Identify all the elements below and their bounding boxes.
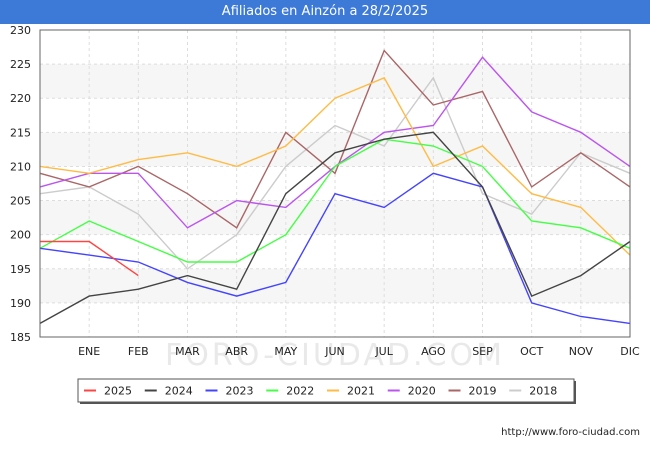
series-line-2023 [39,172,631,325]
series-line-2024 [39,131,631,325]
x-tick-label: OCT [520,345,543,358]
x-tick-label: JUN [324,345,345,358]
legend-label-2023: 2023 [226,385,254,398]
legend: 2025 2024 2023 2022 2021 2020 2019 2018 [77,378,576,404]
series-lines [39,49,631,325]
plot-band [40,234,630,269]
y-tick-label: 210 [10,160,31,173]
legend-label-2020: 2020 [408,385,436,398]
x-tick-label: NOV [569,345,594,358]
source-text: http://www.foro-ciudad.com [501,427,640,438]
x-tick-label: AGO [421,345,446,358]
plot-band [40,268,630,303]
x-tick-label: ABR [225,345,248,358]
legend-label-2021: 2021 [347,385,375,398]
y-tick-labels: 185 190 195 200 205 210 215 220 225 230 [10,24,31,344]
plot-band [40,132,630,167]
y-tick-label: 205 [10,195,31,208]
y-tick-label: 185 [10,331,31,344]
y-tick-label: 225 [10,58,31,71]
y-tick-label: 215 [10,126,31,139]
series-line-2021 [39,76,631,256]
y-tick-label: 190 [10,297,31,310]
series-line-2025 [40,240,139,277]
x-tick-label: FEB [128,345,149,358]
x-tick-label: DIC [620,345,640,358]
series-line-2018 [39,76,631,270]
legend-box [77,378,575,403]
series-line-2019 [39,49,631,229]
legend-label-2019: 2019 [469,385,497,398]
plot-band [40,30,630,65]
series-line-2022 [39,138,631,263]
x-tick-labels: ENE FEB MAR ABR MAY JUN JUL AGO SEP OCT NOV DIC [78,345,640,358]
x-tick-label: ENE [78,345,100,358]
plot-band [40,64,630,99]
axes [39,29,631,338]
watermark: FORO-CIUDAD.COM [165,338,505,373]
y-tick-label: 220 [10,92,31,105]
legend-label-2025: 2025 [104,385,132,398]
x-tick-label: JUL [374,345,393,358]
y-tick-label: 195 [10,263,31,276]
x-tick-label: MAY [274,345,297,358]
legend-label-2022: 2022 [286,385,314,398]
y-tick-label: 230 [10,24,31,37]
y-tick-label: 200 [10,229,31,242]
legend-label-2018: 2018 [529,385,557,398]
x-tick-label: MAR [175,345,200,358]
plot-frame [39,29,631,338]
x-tick-label: SEP [472,345,493,358]
legend-label-2024: 2024 [165,385,193,398]
chart-title: Afiliados en Ainzón a 28/2/2025 [0,0,650,24]
